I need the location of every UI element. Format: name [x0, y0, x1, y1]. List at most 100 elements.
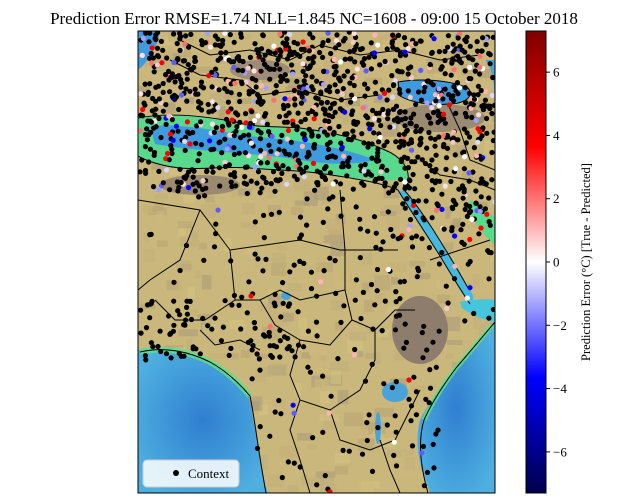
colorbar-tick-label: −6: [553, 444, 567, 459]
terrain-patch: [170, 169, 185, 176]
data-point: [375, 146, 381, 152]
data-point: [320, 429, 326, 435]
terrain-patch: [445, 206, 452, 219]
data-point: [471, 92, 477, 98]
terrain-patch: [272, 305, 283, 313]
data-point: [405, 46, 411, 52]
terrain-patch: [151, 162, 166, 170]
data-point: [480, 125, 486, 131]
terrain-patch: [438, 233, 451, 246]
data-point: [460, 221, 466, 227]
data-point: [390, 187, 396, 193]
data-point: [156, 96, 162, 102]
data-point: [231, 151, 237, 158]
data-point: [304, 222, 310, 228]
data-point: [169, 94, 176, 100]
terrain-patch: [343, 412, 363, 427]
data-point: [320, 219, 326, 225]
data-point: [422, 84, 428, 90]
data-point: [429, 157, 435, 163]
data-point: [142, 353, 148, 359]
data-point: [385, 116, 391, 122]
data-point: [182, 41, 188, 47]
data-point: [442, 57, 448, 64]
data-point: [245, 339, 251, 345]
data-point: [280, 300, 286, 306]
data-point: [215, 207, 221, 213]
data-point: [354, 66, 360, 72]
terrain-patch: [329, 361, 349, 372]
terrain-patch: [241, 202, 255, 215]
data-point: [182, 147, 188, 153]
data-point: [185, 62, 191, 68]
data-point: [369, 141, 375, 147]
terrain-patch: [357, 480, 374, 493]
terrain-patch: [307, 444, 317, 450]
data-point: [213, 125, 219, 131]
data-point: [393, 299, 399, 305]
data-point: [277, 327, 283, 333]
data-point: [295, 157, 301, 164]
data-point: [146, 39, 152, 45]
data-point: [311, 141, 318, 148]
data-point: [253, 84, 259, 90]
data-point: [305, 84, 311, 90]
data-point: [369, 122, 375, 128]
data-point: [145, 89, 151, 95]
terrain-patch: [288, 466, 300, 479]
data-point: [266, 333, 272, 339]
terrain-patch: [254, 367, 272, 377]
data-point: [322, 473, 328, 479]
data-point: [328, 50, 334, 57]
data-point: [366, 54, 372, 60]
data-point: [419, 330, 425, 336]
terrain-patch: [269, 363, 288, 376]
data-point: [321, 129, 328, 135]
data-point: [427, 61, 433, 68]
data-point: [333, 63, 339, 70]
terrain-patch: [156, 210, 164, 222]
data-point: [460, 195, 466, 201]
data-point: [398, 158, 404, 165]
data-point: [276, 397, 282, 404]
terrain-patch: [138, 86, 150, 95]
data-point: [197, 351, 203, 357]
data-point: [427, 163, 433, 169]
data-point: [260, 268, 266, 274]
data-point: [202, 193, 208, 199]
data-point: [399, 69, 405, 75]
terrain-patch: [309, 346, 328, 355]
data-point: [427, 367, 433, 373]
data-point: [228, 258, 234, 264]
data-point: [164, 55, 170, 61]
data-point: [209, 121, 216, 127]
data-point: [450, 98, 457, 104]
data-point: [284, 78, 290, 84]
data-point: [466, 170, 472, 176]
terrain-patch: [166, 280, 183, 291]
data-point: [376, 139, 382, 145]
data-point: [192, 86, 198, 92]
data-point: [174, 40, 180, 47]
data-point: [366, 412, 372, 418]
data-point: [226, 162, 232, 168]
data-point: [281, 105, 287, 111]
data-point: [153, 32, 159, 38]
data-point: [308, 269, 314, 275]
data-point: [402, 49, 408, 55]
data-point: [308, 129, 314, 135]
data-point: [480, 35, 486, 41]
data-point: [351, 352, 357, 358]
data-point: [405, 88, 411, 94]
data-point: [368, 66, 374, 72]
data-point: [318, 279, 324, 285]
data-point: [361, 56, 368, 62]
data-point: [445, 300, 451, 306]
data-point: [318, 89, 324, 95]
terrain-patch: [294, 200, 310, 206]
data-point: [341, 303, 347, 309]
data-point: [278, 314, 284, 320]
data-point: [301, 131, 307, 137]
terrain-patch: [271, 252, 286, 264]
data-point: [408, 147, 415, 153]
